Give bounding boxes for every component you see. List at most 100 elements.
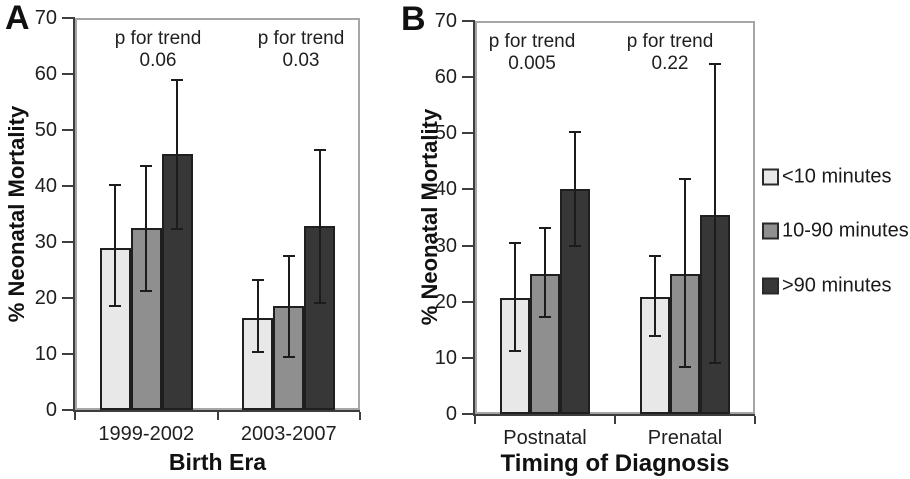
y-tick [462, 413, 475, 415]
error-bar-cap-top [509, 242, 521, 245]
error-bar-cap-bottom [140, 289, 153, 292]
error-bar-cap-top [109, 184, 122, 187]
error-bar [176, 79, 179, 230]
legend-item: >90 minutes [762, 275, 892, 298]
y-axis-title: % Neonatal Mortality [4, 105, 29, 323]
legend-label: >90 minutes [782, 274, 892, 297]
p-value: 0.03 [282, 50, 320, 71]
error-bar-cap-bottom [649, 334, 661, 337]
x-tick [474, 416, 476, 424]
legend-swatch-gt90-minutes [762, 277, 779, 295]
p-for-trend-text: p for trend [488, 31, 576, 52]
y-tick-label: 10 [34, 343, 57, 365]
error-bar [684, 179, 686, 368]
y-tick [462, 300, 475, 303]
y-tick [62, 185, 75, 187]
p-value: 0.005 [508, 53, 556, 74]
y-tick [62, 409, 75, 411]
error-bar-cap-bottom [539, 316, 551, 319]
error-bar [287, 256, 290, 358]
y-tick [462, 356, 475, 359]
y-tick-label: 30 [434, 234, 457, 257]
y-tick-label: 30 [34, 231, 57, 253]
error-bar-cap-top [251, 279, 264, 282]
y-tick [62, 129, 75, 131]
y-tick-label: 50 [434, 122, 457, 145]
x-tick [614, 416, 616, 424]
x-axis-title: Birth Era [168, 449, 267, 475]
error-bar [544, 228, 546, 318]
error-bar-cap-top [539, 227, 551, 230]
legend-item: 10-90 minutes [762, 220, 909, 243]
y-tick [62, 241, 75, 243]
error-bar [145, 165, 148, 291]
p-for-trend-annotation: p for trend 0.03 [258, 28, 345, 72]
y-tick-label: 50 [34, 119, 57, 141]
x-tick-label: 1999-2002 [98, 423, 195, 445]
p-for-trend-annotation: p for trend 0.005 [489, 31, 576, 75]
y-axis [473, 21, 475, 416]
error-bar-cap-bottom [709, 361, 721, 364]
y-axis [73, 18, 75, 412]
y-tick [62, 297, 75, 299]
y-tick [462, 188, 475, 191]
y-tick [462, 132, 475, 135]
p-for-trend-text: p for trend [257, 28, 345, 49]
error-bar-cap-bottom [109, 305, 122, 308]
p-value: 0.22 [651, 53, 689, 74]
error-bar-cap-bottom [569, 245, 581, 248]
panel-label: A [5, 0, 30, 37]
y-tick-label: 70 [434, 10, 457, 32]
y-tick-label: 10 [434, 346, 457, 369]
legend-item: <10 minutes [762, 166, 892, 189]
legend-swatch-10-90-minutes [762, 222, 779, 240]
error-bar-cap-bottom [282, 356, 295, 359]
error-bar [114, 185, 117, 307]
error-bar-cap-top [282, 255, 295, 257]
y-tick-label: 60 [34, 63, 57, 85]
y-tick-label: 0 [445, 403, 457, 425]
x-axis [473, 414, 755, 416]
error-bar-cap-top [569, 130, 581, 133]
error-bar [256, 280, 259, 352]
error-bar-cap-bottom [251, 350, 264, 353]
x-tick [359, 412, 361, 420]
y-tick [62, 17, 75, 19]
p-for-trend-annotation: p for trend 0.22 [627, 31, 714, 75]
y-tick-label: 60 [434, 66, 457, 89]
y-tick [462, 20, 475, 22]
error-bar [574, 131, 576, 247]
x-tick [754, 416, 756, 424]
legend-label: <10 minutes [782, 165, 892, 188]
error-bar [318, 149, 321, 304]
y-tick-label: 40 [34, 175, 57, 197]
error-bar-cap-top [679, 178, 691, 181]
plot-area [475, 21, 755, 414]
x-tick-label: Prenatal [647, 427, 723, 449]
y-tick-label: 20 [434, 290, 457, 313]
error-bar [514, 243, 516, 352]
legend: <10 minutes 10-90 minutes >90 minutes [762, 0, 910, 479]
x-tick [74, 412, 76, 420]
error-bar [654, 256, 656, 336]
error-bar-cap-bottom [509, 350, 521, 353]
error-bar-cap-bottom [679, 366, 691, 369]
y-tick-label: 70 [34, 7, 57, 29]
error-bar [714, 64, 716, 363]
y-tick-label: 40 [434, 178, 457, 201]
error-bar-cap-top [313, 148, 326, 151]
plot-area [75, 18, 360, 410]
legend-label: 10-90 minutes [782, 219, 909, 242]
x-tick-label: 2003-2007 [240, 423, 337, 445]
x-axis-title: Timing of Diagnosis [500, 450, 730, 477]
p-value: 0.06 [139, 50, 177, 71]
x-tick-label: Postnatal [503, 427, 587, 449]
legend-swatch-lt10-minutes [762, 168, 779, 186]
error-bar-cap-top [649, 255, 661, 258]
y-tick-label: 20 [34, 287, 57, 309]
error-bar-cap-bottom [171, 228, 184, 231]
p-for-trend-annotation: p for trend 0.06 [115, 28, 202, 72]
error-bar-cap-top [171, 78, 184, 81]
y-tick-label: 0 [45, 399, 57, 421]
